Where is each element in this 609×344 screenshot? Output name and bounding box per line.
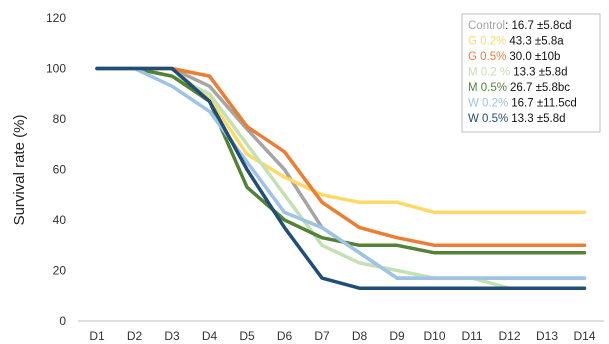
legend-entry: M 0.5% 26.7 ±5.8bc bbox=[468, 82, 570, 94]
x-tick-label: D9 bbox=[389, 329, 405, 343]
legend-series-stat: 13.3 ±5.8d bbox=[511, 113, 565, 125]
legend-series-stat: 43.3 ±5.8a bbox=[509, 36, 564, 48]
y-axis-label: Survival rate (%) bbox=[11, 115, 28, 226]
y-tick-label: 60 bbox=[53, 163, 67, 177]
y-tick-label: 80 bbox=[53, 112, 67, 126]
x-tick-label: D10 bbox=[423, 329, 445, 343]
x-tick-label: D6 bbox=[277, 329, 293, 343]
legend-series-name: W 0.2% bbox=[468, 98, 508, 110]
series-line-5 bbox=[95, 66, 587, 280]
x-tick-label: D11 bbox=[461, 329, 482, 343]
x-tick-label: D8 bbox=[352, 329, 368, 343]
series-line-2 bbox=[95, 66, 587, 248]
legend-entry: M 0.2 % 13.3 ±5.8d bbox=[468, 67, 567, 79]
legend-series-stat: 26.7 ±5.8bc bbox=[510, 82, 570, 94]
x-tick-label: D12 bbox=[498, 329, 520, 343]
legend-series-name: M 0.5% bbox=[468, 82, 507, 94]
legend-series-name: G 0.5% bbox=[468, 51, 506, 63]
legend-box bbox=[461, 13, 601, 133]
legend-series-name: W 0.5% bbox=[468, 113, 508, 125]
series-lines bbox=[95, 66, 587, 290]
x-tick-label: D14 bbox=[573, 329, 595, 343]
x-tick-label: D2 bbox=[127, 329, 143, 343]
legend-entry: Control: 16.7 ±5.8cd bbox=[468, 20, 572, 32]
legend-series-name: Control bbox=[468, 20, 505, 32]
legend-series-stat: 13.3 ±5.8d bbox=[513, 67, 567, 79]
x-tick-label: D7 bbox=[314, 329, 330, 343]
legend-series-name: M 0.2 % bbox=[468, 67, 510, 79]
axes: 0 20 40 60 80 100 120 D1 D2 D3 D4 D5 D6 D7 D8 D9 D10 D11 D… bbox=[46, 11, 604, 343]
series-line-6 bbox=[95, 66, 587, 290]
legend-entry: W 0.5% 13.3 ±5.8d bbox=[468, 113, 566, 125]
y-tick-label: 120 bbox=[46, 11, 66, 25]
legend-series-stat: 16.7 ±11.5cd bbox=[511, 98, 577, 110]
legend-entry: W 0.2% 16.7 ±11.5cd bbox=[468, 98, 577, 110]
x-tick-label: D4 bbox=[202, 329, 218, 343]
x-tick-label: D13 bbox=[536, 329, 558, 343]
legend-series-stat: 30.0 ±10b bbox=[509, 51, 560, 63]
y-tick-label: 40 bbox=[53, 213, 67, 227]
y-tick-label: 100 bbox=[46, 62, 66, 76]
legend-entry: G 0.5% 30.0 ±10b bbox=[468, 51, 560, 63]
x-tick-label: D3 bbox=[164, 329, 180, 343]
y-tick-label: 20 bbox=[53, 264, 67, 278]
y-tick-label: 0 bbox=[59, 314, 66, 328]
legend-entry: G 0.2% 43.3 ±5.8a bbox=[468, 36, 564, 48]
legend-series-stat: : 16.7 ±5.8cd bbox=[505, 20, 571, 32]
x-tick-label: D1 bbox=[89, 329, 105, 343]
legend-series-name: G 0.2% bbox=[468, 36, 506, 48]
x-tick-label: D5 bbox=[239, 329, 255, 343]
